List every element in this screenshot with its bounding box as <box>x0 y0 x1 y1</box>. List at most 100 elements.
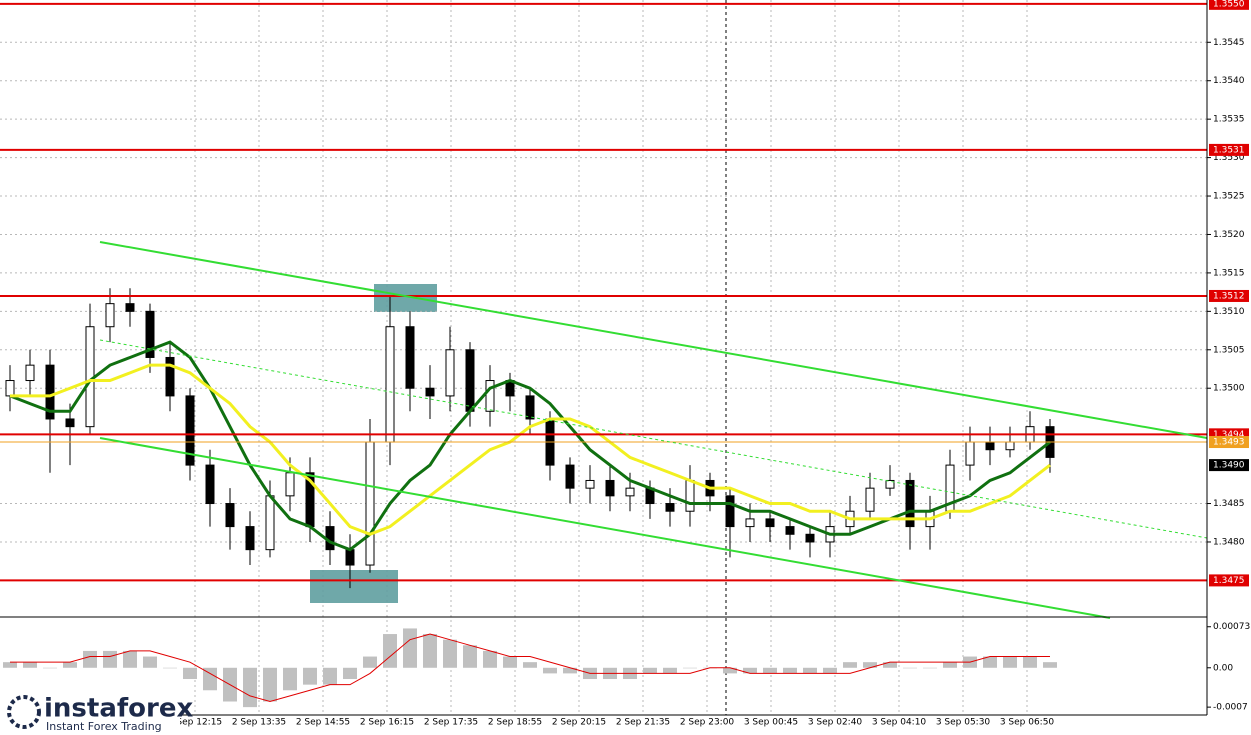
candle-body <box>5 380 15 397</box>
axes: 2 Sep 12:15 2 Sep 13:35 2 Sep 14:55 2 Sep 1… <box>168 0 1250 728</box>
level-label-box <box>1209 143 1249 156</box>
histogram-bar <box>3 662 17 668</box>
histogram-bar <box>323 667 337 685</box>
y-tick-label: 1.3500 <box>1213 384 1245 394</box>
histogram-bar <box>823 667 837 674</box>
level-label-box <box>1209 289 1249 302</box>
logo-icon <box>7 695 41 729</box>
histogram-bar <box>303 667 317 685</box>
candle-body <box>785 526 795 535</box>
histogram-bar <box>543 667 557 674</box>
candle-body <box>565 464 575 489</box>
level-label-box <box>1209 0 1249 10</box>
x-tick-label: 3 Sep 00:45 <box>744 718 798 728</box>
level-label: 1.3493 <box>1213 438 1245 448</box>
histogram-bar <box>983 656 997 668</box>
signal-line <box>10 633 1050 703</box>
histogram-bar <box>683 667 697 669</box>
candle-body <box>725 495 735 528</box>
histogram-bar <box>883 662 897 668</box>
y-tick-label: 1.3515 <box>1213 268 1245 278</box>
histogram-bar <box>83 650 97 668</box>
histogram-bar <box>563 667 577 674</box>
histogram-bar <box>243 667 257 708</box>
candle-body <box>805 533 815 543</box>
level-label: 1.3531 <box>1213 145 1245 155</box>
x-tick-label: 2 Sep 20:15 <box>552 718 606 728</box>
candle-body <box>245 526 255 551</box>
x-tick-label: 3 Sep 02:40 <box>808 718 863 728</box>
candle-body <box>485 380 495 412</box>
histogram-bar <box>763 667 777 674</box>
candle-body <box>765 518 775 528</box>
x-tick-label: 2 Sep 23:00 <box>680 718 735 728</box>
candle-body <box>525 395 535 420</box>
candle-body <box>985 441 995 451</box>
candle-body <box>445 349 455 397</box>
x-tick-label: 2 Sep 18:55 <box>488 718 542 728</box>
histogram-bar <box>663 667 677 674</box>
histogram-bar <box>503 656 517 668</box>
histogram-bar <box>723 667 737 674</box>
candle-body <box>1005 441 1015 451</box>
moving-average <box>10 363 1051 536</box>
candle-body <box>145 310 155 358</box>
trend-midline <box>99 339 1208 539</box>
histogram-bar <box>1043 662 1057 668</box>
histogram-bar <box>923 667 937 669</box>
level-label: 1.3512 <box>1213 291 1245 301</box>
histogram-bar <box>403 628 417 668</box>
candle-body <box>105 303 115 328</box>
candle-body <box>405 326 415 389</box>
candle-body <box>965 441 975 466</box>
histogram-bar <box>163 667 177 669</box>
candle-body <box>885 479 895 489</box>
y-tick-label: -0.0007 <box>1213 703 1248 713</box>
candle-body <box>685 479 695 512</box>
candle-body <box>225 503 235 528</box>
histogram-bar <box>743 667 757 674</box>
logo-name: instaforex <box>44 694 194 724</box>
histogram-bar <box>23 662 37 668</box>
candle-body <box>65 418 75 428</box>
y-tick-label: 1.3520 <box>1213 230 1245 240</box>
histogram-bar <box>783 667 797 674</box>
histogram-bar <box>643 667 657 674</box>
histogram-bar <box>43 667 57 669</box>
candle-body <box>205 464 215 505</box>
highlight-box <box>310 570 398 603</box>
histogram-bar <box>903 667 917 669</box>
y-tick-label: 1.3485 <box>1213 499 1245 509</box>
x-tick-label: 2 Sep 17:35 <box>424 718 478 728</box>
histogram-bar <box>803 667 817 674</box>
level-label: 1.3475 <box>1213 576 1245 586</box>
y-tick-label: 1.3540 <box>1213 76 1245 86</box>
level-label: 1.3494 <box>1213 430 1245 440</box>
candle-body <box>465 349 475 412</box>
level-label: 1.3550 <box>1213 0 1245 9</box>
x-tick-label: 3 Sep 05:30 <box>936 718 991 728</box>
histogram-bar <box>1003 656 1017 668</box>
candle-body <box>625 487 635 497</box>
level-label-box <box>1209 574 1249 587</box>
histogram-bar <box>103 650 117 668</box>
y-tick-label: 1.3545 <box>1213 38 1245 48</box>
candle-body <box>165 356 175 397</box>
candle-body <box>365 441 375 566</box>
trend-line <box>99 241 1208 439</box>
candle-body <box>665 503 675 512</box>
histogram-bar <box>343 667 357 680</box>
logo-tagline: Instant Forex Trading <box>46 720 162 733</box>
histogram-bar <box>143 656 157 668</box>
level-label-box <box>1209 459 1249 472</box>
histogram-bar <box>483 650 497 668</box>
histogram-bar <box>123 650 137 668</box>
histogram-bar <box>1023 656 1037 668</box>
histogram-bar <box>943 662 957 668</box>
histogram-bar <box>463 645 477 668</box>
histogram-bar <box>183 667 197 680</box>
level-label-box <box>1209 436 1249 449</box>
x-tick-label: 3 Sep 06:50 <box>1000 718 1055 728</box>
candle-body <box>585 479 595 489</box>
